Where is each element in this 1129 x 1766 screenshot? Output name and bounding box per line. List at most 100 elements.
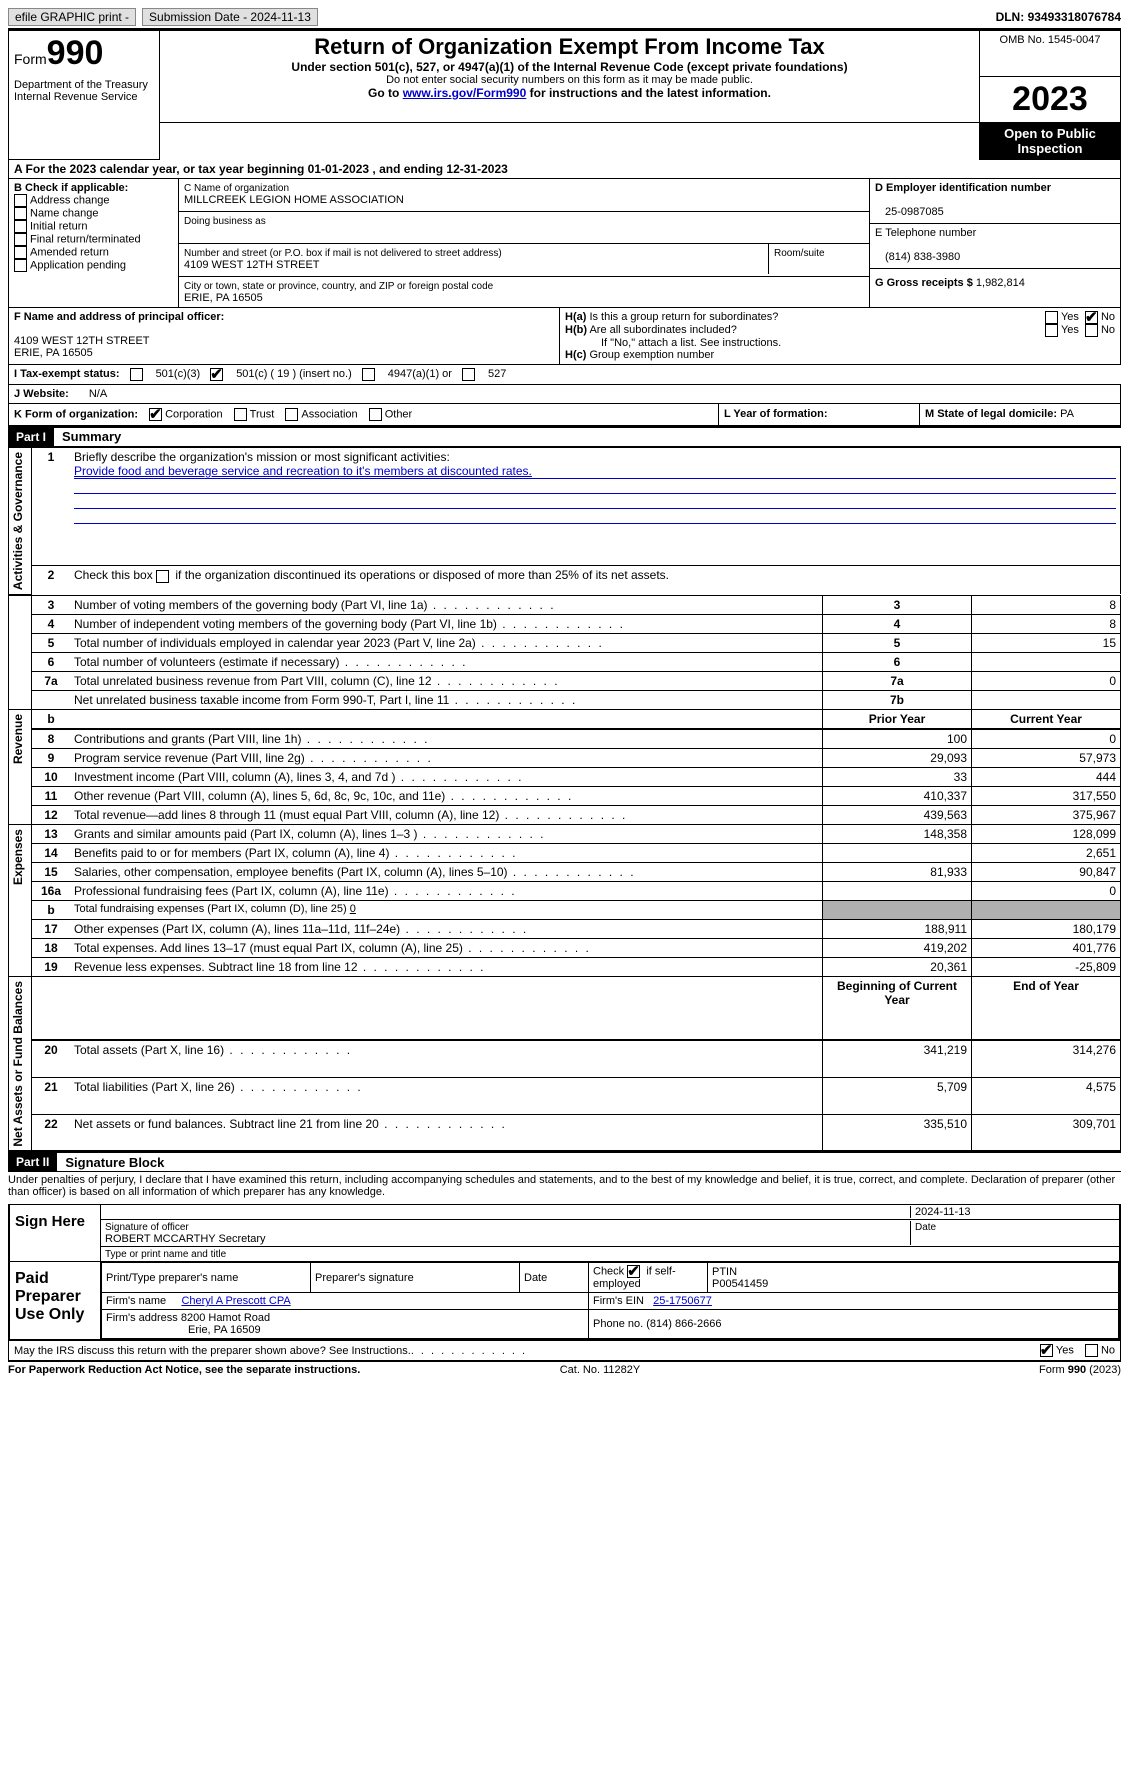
submission-date-button[interactable]: Submission Date - 2024-11-13 bbox=[142, 8, 318, 26]
row-label: Total unrelated business revenue from Pa… bbox=[70, 671, 823, 690]
prior-val bbox=[823, 843, 972, 862]
cur-val: 309,701 bbox=[972, 1114, 1121, 1150]
officer-addr2: ERIE, PA 16505 bbox=[14, 347, 93, 359]
city-state-zip: ERIE, PA 16505 bbox=[184, 292, 263, 304]
section-a-tax-year: A For the 2023 calendar year, or tax yea… bbox=[8, 160, 1121, 179]
checkbox-501c3[interactable] bbox=[130, 368, 143, 381]
checkbox-4947[interactable] bbox=[362, 368, 375, 381]
row-label: Number of independent voting members of … bbox=[70, 614, 823, 633]
officer-label: F Name and address of principal officer: bbox=[14, 311, 224, 323]
row-box: 7a bbox=[823, 671, 972, 690]
cat-no: Cat. No. 11282Y bbox=[560, 1364, 641, 1376]
checkbox-hb-no[interactable] bbox=[1085, 324, 1098, 337]
checkbox-hb-yes[interactable] bbox=[1045, 324, 1058, 337]
org-name-label: C Name of organization bbox=[184, 183, 289, 194]
section-net-assets: Net Assets or Fund Balances bbox=[9, 977, 27, 1151]
mission-blank2 bbox=[74, 494, 1116, 509]
checkbox-self-employed[interactable] bbox=[627, 1265, 640, 1278]
row-label: Net assets or fund balances. Subtract li… bbox=[70, 1114, 823, 1150]
part2-title: Signature Block bbox=[65, 1155, 164, 1170]
row-num: 14 bbox=[32, 843, 71, 862]
checkbox-trust[interactable] bbox=[234, 408, 247, 421]
shaded-cell bbox=[972, 900, 1121, 919]
efile-print-button[interactable]: efile GRAPHIC print - bbox=[8, 8, 136, 26]
tax-status-label: I Tax-exempt status: bbox=[14, 368, 120, 380]
line1-num: 1 bbox=[32, 447, 71, 566]
form-number: 990 bbox=[47, 34, 104, 72]
mission-text: Provide food and beverage service and re… bbox=[74, 464, 1116, 479]
checkbox-ha-yes[interactable] bbox=[1045, 311, 1058, 324]
dept-treasury: Department of the Treasury bbox=[14, 79, 154, 91]
opt-4947: 4947(a)(1) or bbox=[388, 368, 452, 380]
checkbox-other[interactable] bbox=[369, 408, 382, 421]
row-label: Contributions and grants (Part VIII, lin… bbox=[70, 729, 823, 749]
section-governance: Activities & Governance bbox=[9, 448, 27, 594]
checkbox-association[interactable] bbox=[285, 408, 298, 421]
firm-name[interactable]: Cheryl A Prescott CPA bbox=[181, 1295, 290, 1307]
row-label: Investment income (Part VIII, column (A)… bbox=[70, 767, 823, 786]
signature-block: Sign Here 2024-11-13 Signature of office… bbox=[8, 1204, 1121, 1341]
row-label: Total number of volunteers (estimate if … bbox=[70, 652, 823, 671]
section-expenses: Expenses bbox=[9, 825, 27, 889]
cur-val: 4,575 bbox=[972, 1078, 1121, 1114]
row-label: Other revenue (Part VIII, column (A), li… bbox=[70, 786, 823, 805]
checkbox-discuss-no[interactable] bbox=[1085, 1344, 1098, 1357]
irs-link[interactable]: www.irs.gov/Form990 bbox=[403, 86, 527, 100]
top-bar: efile GRAPHIC print - Submission Date - … bbox=[8, 8, 1121, 30]
section-revenue: Revenue bbox=[9, 710, 27, 768]
dept-cell: Department of the Treasury Internal Reve… bbox=[9, 76, 160, 159]
cur-val: 444 bbox=[972, 767, 1121, 786]
checkbox-amended-return[interactable] bbox=[14, 246, 27, 259]
opt-other: Other bbox=[385, 408, 413, 420]
sign-here-label: Sign Here bbox=[10, 1205, 101, 1261]
row-val: 15 bbox=[972, 633, 1121, 652]
checkbox-527[interactable] bbox=[462, 368, 475, 381]
prior-val: 33 bbox=[823, 767, 972, 786]
cur-val: -25,809 bbox=[972, 957, 1121, 976]
footer: For Paperwork Reduction Act Notice, see … bbox=[8, 1361, 1121, 1376]
checkbox-corporation[interactable] bbox=[149, 408, 162, 421]
row-num: 20 bbox=[32, 1040, 71, 1077]
dots bbox=[411, 1345, 527, 1357]
opt-initial-return: Initial return bbox=[30, 220, 87, 232]
opt-527: 527 bbox=[488, 368, 506, 380]
section-governance2 bbox=[9, 596, 13, 604]
checkbox-final-return[interactable] bbox=[14, 233, 27, 246]
part1-bar: Part I Summary bbox=[8, 426, 1121, 447]
row-label: Benefits paid to or for members (Part IX… bbox=[70, 843, 823, 862]
checkbox-address-change[interactable] bbox=[14, 194, 27, 207]
row-num: 7a bbox=[32, 671, 71, 690]
row-box: 6 bbox=[823, 652, 972, 671]
row-val: 8 bbox=[972, 614, 1121, 633]
mission-blank3 bbox=[74, 509, 1116, 524]
prior-val: 439,563 bbox=[823, 805, 972, 824]
row-num: 15 bbox=[32, 862, 71, 881]
row-box: 7b bbox=[823, 690, 972, 709]
row-label: Total assets (Part X, line 16) bbox=[70, 1040, 823, 1077]
checkbox-ha-no[interactable] bbox=[1085, 311, 1098, 324]
declaration-text: Under penalties of perjury, I declare th… bbox=[8, 1172, 1121, 1204]
checkbox-discontinued[interactable] bbox=[156, 570, 169, 583]
check-label: Check bbox=[593, 1266, 624, 1278]
tax-year: 2023 bbox=[980, 76, 1121, 122]
prior-val: 81,933 bbox=[823, 862, 972, 881]
box-h: H(a) Is this a group return for subordin… bbox=[560, 308, 1120, 364]
omb-number: OMB No. 1545-0047 bbox=[980, 31, 1121, 77]
checkbox-501c[interactable] bbox=[210, 368, 223, 381]
prep-sig-label: Preparer's signature bbox=[311, 1263, 520, 1293]
form-label: Form bbox=[14, 51, 47, 67]
end-year-header: End of Year bbox=[972, 976, 1121, 1040]
firm-ein[interactable]: 25-1750677 bbox=[653, 1295, 712, 1307]
prep-name-label: Print/Type preparer's name bbox=[102, 1263, 311, 1293]
hb-no: No bbox=[1101, 324, 1115, 336]
dba-label: Doing business as bbox=[184, 216, 266, 227]
ein-value: 25-0987085 bbox=[875, 206, 944, 218]
checkbox-application-pending[interactable] bbox=[14, 259, 27, 272]
firm-addr-label: Firm's address bbox=[106, 1312, 178, 1324]
cur-val: 0 bbox=[972, 729, 1121, 749]
box-c: C Name of organization MILLCREEK LEGION … bbox=[179, 179, 870, 307]
checkbox-initial-return[interactable] bbox=[14, 220, 27, 233]
checkbox-discuss-yes[interactable] bbox=[1040, 1344, 1053, 1357]
prior-val: 29,093 bbox=[823, 748, 972, 767]
checkbox-name-change[interactable] bbox=[14, 207, 27, 220]
